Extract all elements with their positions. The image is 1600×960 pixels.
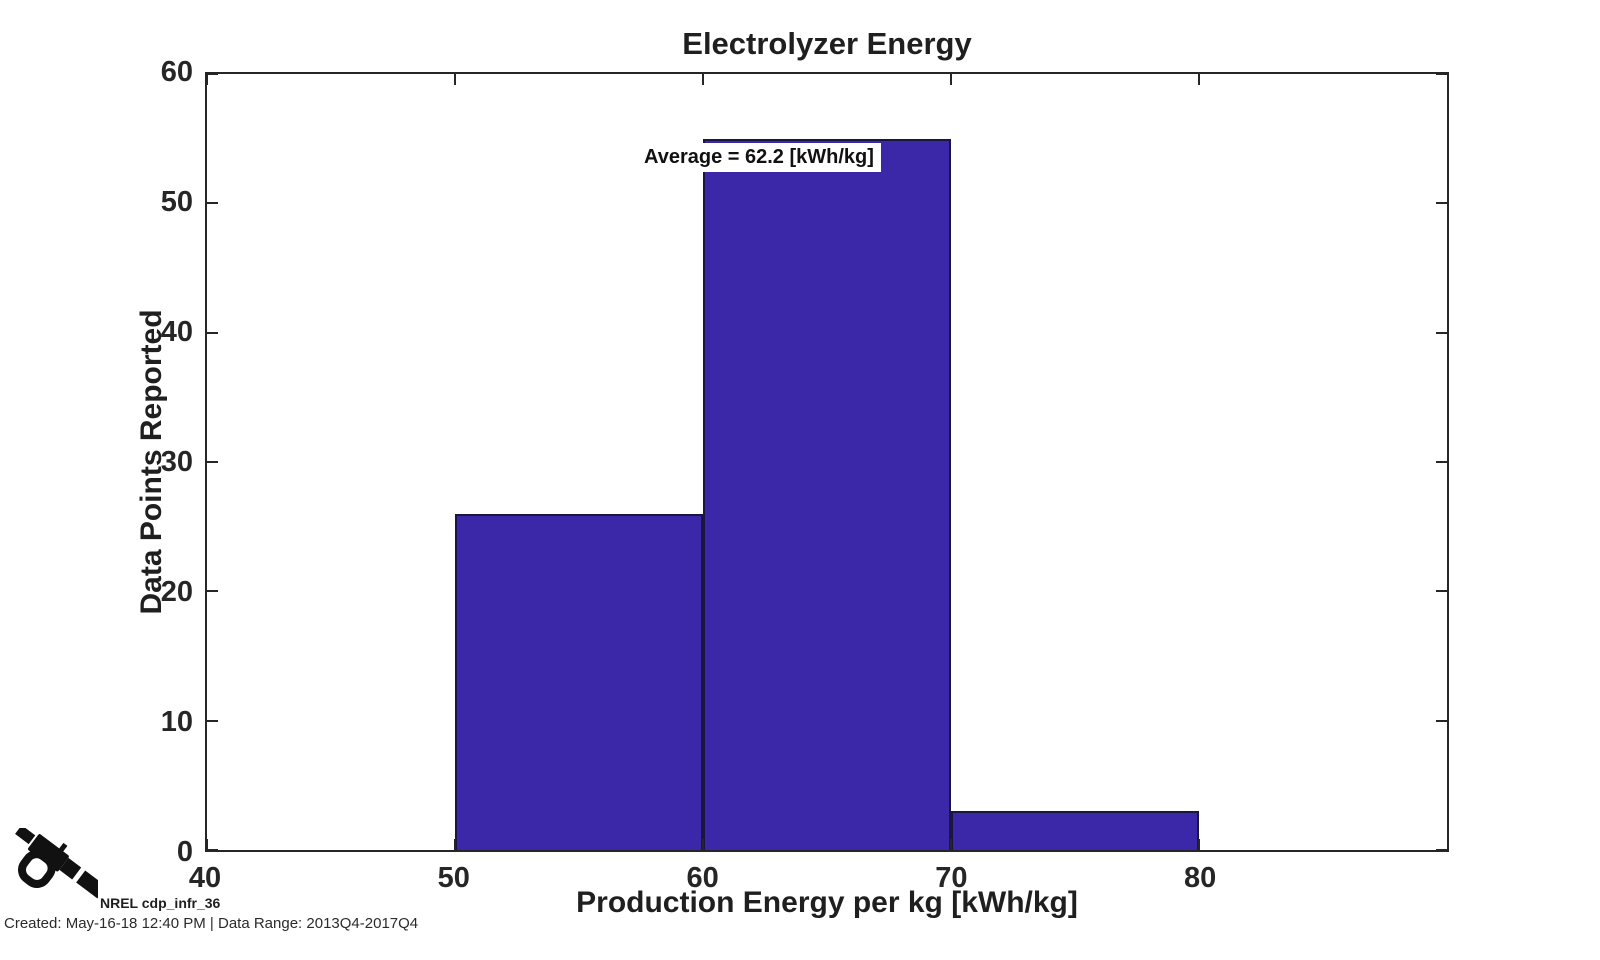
histogram-bar [951, 811, 1199, 850]
y-axis-tick [207, 73, 218, 75]
y-tick-label: 40 [160, 316, 193, 348]
y-axis-tick [1436, 202, 1447, 205]
footer-created-line: Created: May-16-18 12:40 PM | Data Range… [4, 915, 419, 932]
y-tick-label: 20 [160, 576, 193, 608]
x-axis-tick [454, 74, 456, 85]
y-axis-tick [1436, 73, 1447, 75]
x-axis-tick [1198, 74, 1200, 85]
y-axis-tick [207, 719, 218, 722]
x-tick-label: 60 [686, 862, 719, 894]
x-axis-label: Production Energy per kg [kWh/kg] [576, 886, 1078, 919]
x-tick-label: 50 [437, 862, 470, 894]
y-axis-tick [1436, 849, 1447, 851]
histogram-bar [455, 513, 703, 850]
y-axis-tick [207, 331, 218, 334]
chart-title: Electrolyzer Energy [682, 26, 972, 61]
y-axis-tick [1436, 331, 1447, 334]
fuel-nozzle-icon [15, 828, 98, 901]
average-annotation: Average = 62.2 [kWh/kg] [637, 143, 881, 172]
x-axis-tick [206, 74, 208, 85]
y-axis-tick [207, 590, 218, 593]
x-tick-label: 70 [935, 862, 968, 894]
x-axis-tick [702, 74, 704, 85]
plot-area [205, 72, 1449, 852]
x-axis-tick [950, 839, 952, 850]
y-axis-tick [207, 461, 218, 463]
x-tick-label: 80 [1184, 862, 1217, 894]
y-axis-tick [207, 849, 218, 851]
footer-source-label: NREL cdp_infr_36 [100, 895, 221, 911]
x-axis-tick [950, 74, 952, 85]
y-axis-tick [1436, 461, 1447, 463]
y-axis-tick [1436, 719, 1447, 722]
y-tick-label: 0 [176, 836, 193, 868]
x-tick-label: 40 [188, 862, 222, 894]
y-axis-tick [207, 202, 218, 205]
y-tick-label: 30 [160, 446, 193, 478]
y-axis-tick [1436, 590, 1447, 593]
x-axis-tick [702, 839, 704, 850]
y-axis-label: Data Points Reported [135, 309, 168, 615]
y-tick-label: 10 [160, 706, 193, 738]
x-axis-tick [454, 839, 456, 850]
histogram-bar [703, 138, 951, 850]
x-axis-tick [206, 839, 208, 850]
y-tick-label: 50 [160, 186, 193, 218]
y-tick-label: 60 [160, 56, 193, 88]
x-axis-tick [1198, 839, 1200, 850]
